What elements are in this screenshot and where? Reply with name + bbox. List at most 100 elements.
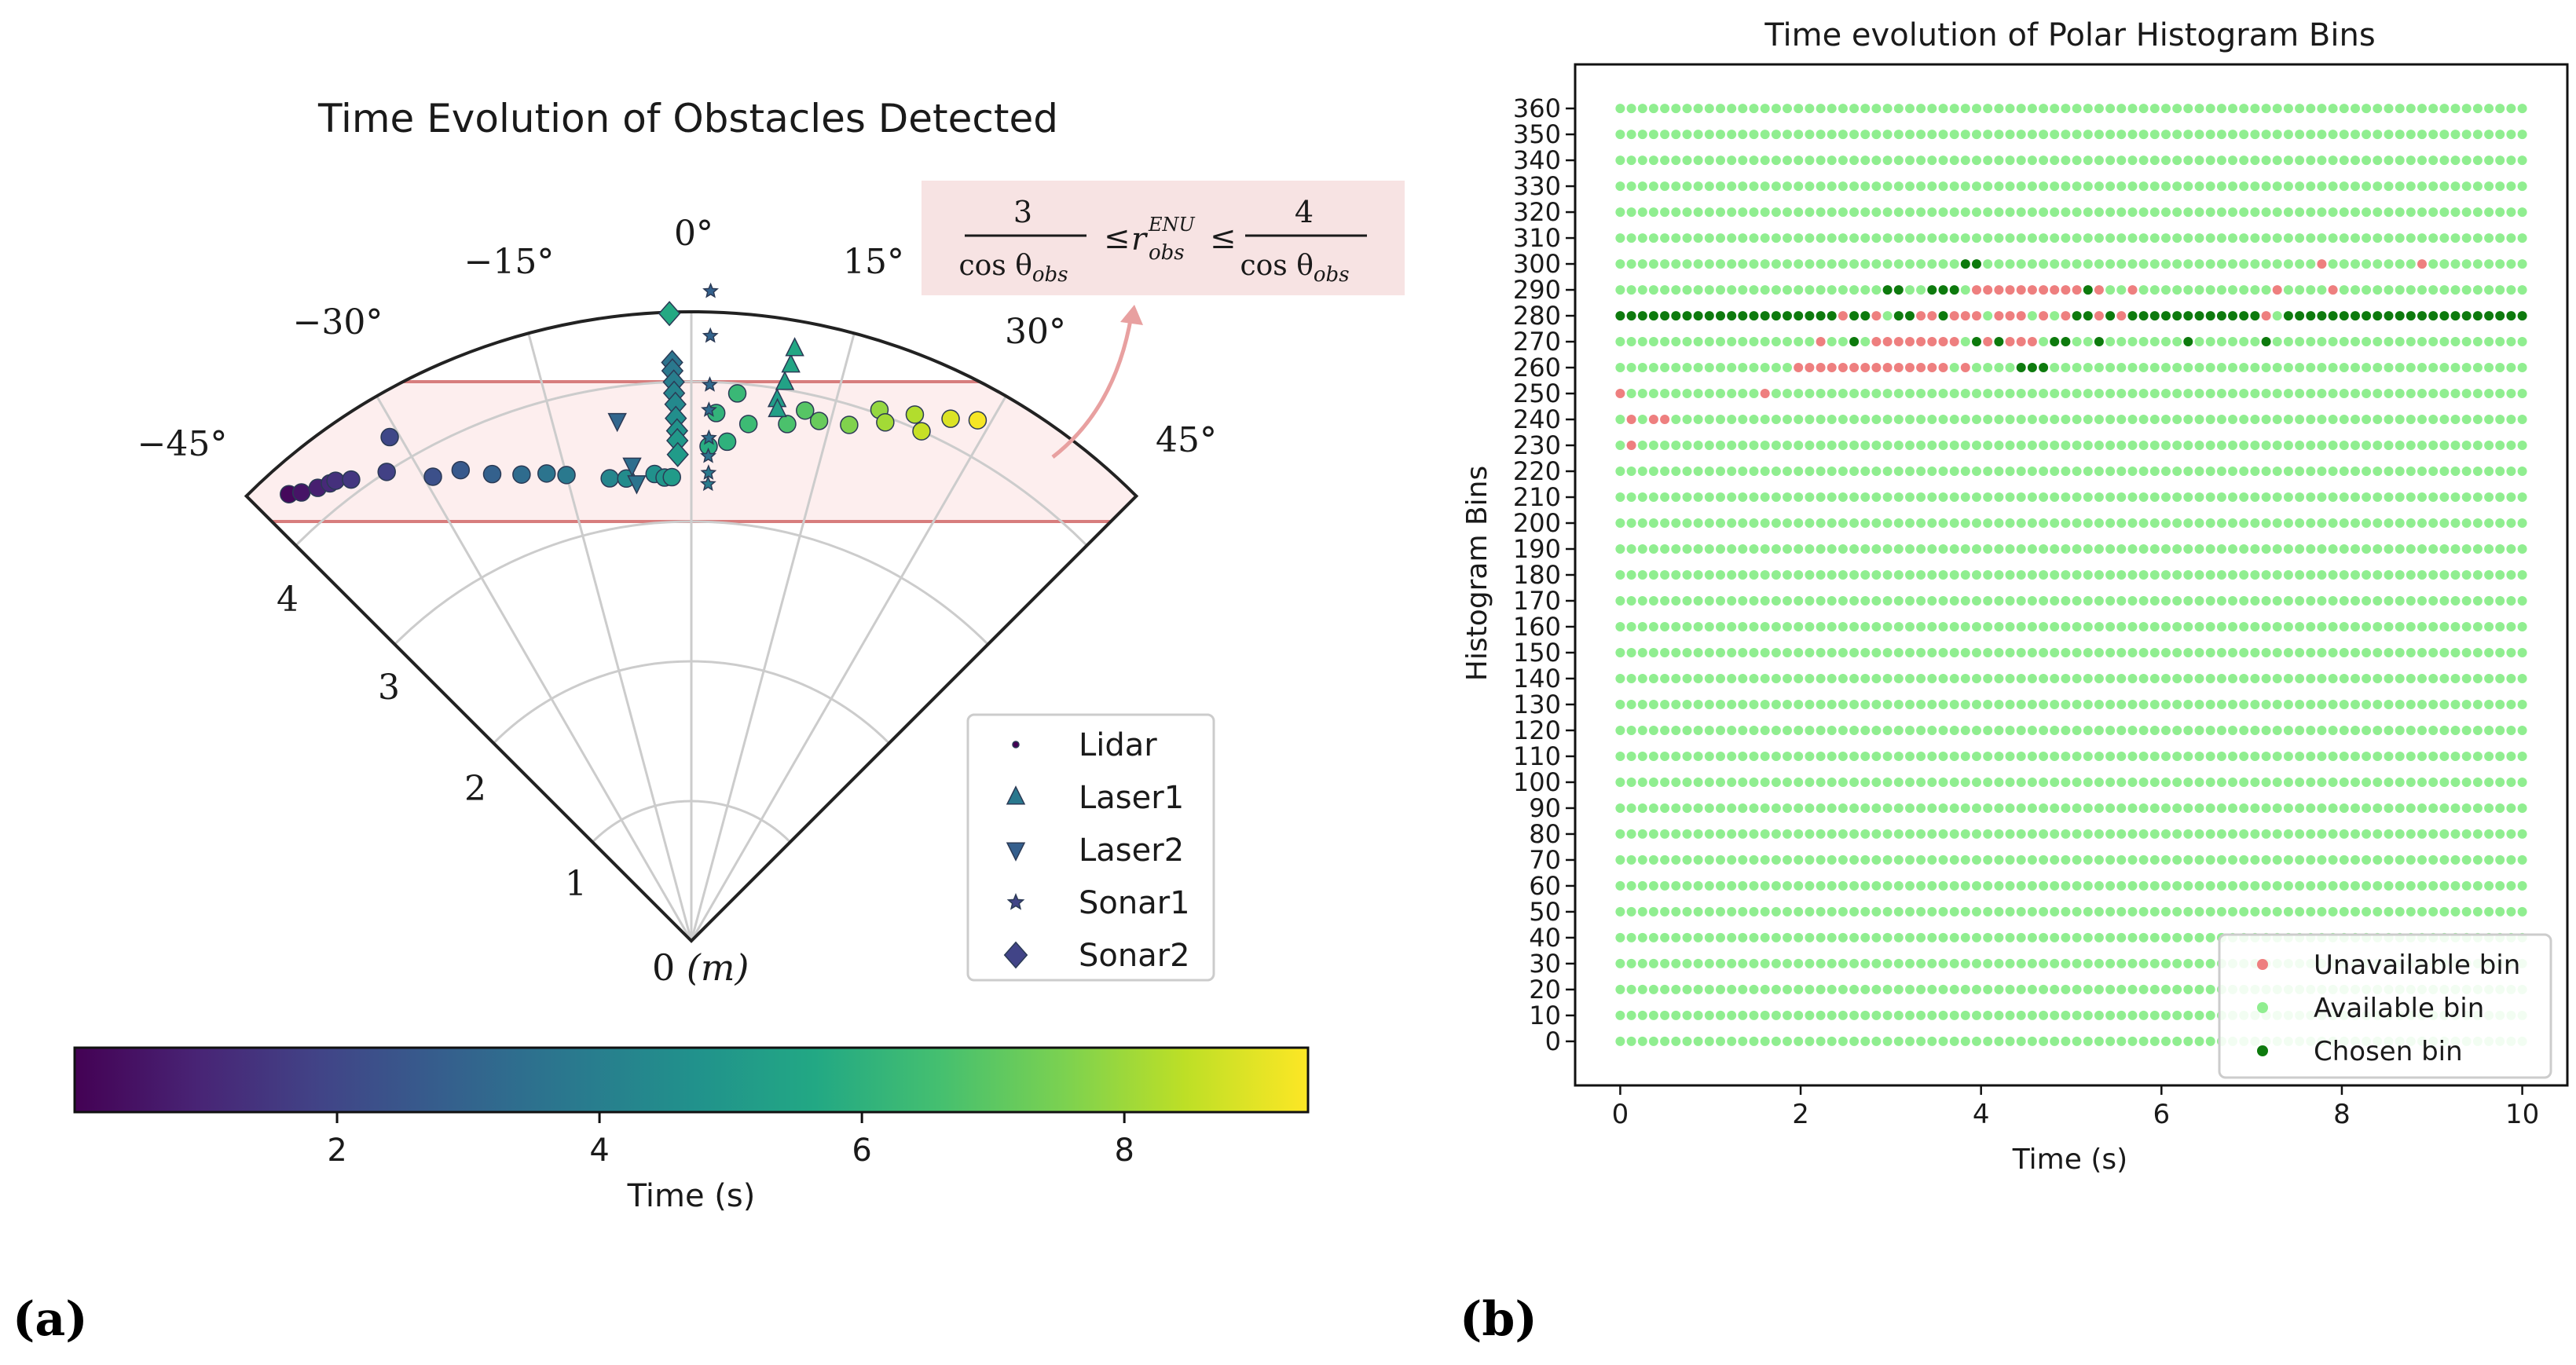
bin-point [2172, 181, 2182, 192]
bin-point [2072, 492, 2082, 502]
bin-point [2094, 518, 2104, 528]
bin-point [2250, 156, 2260, 166]
bin-point [1827, 415, 1837, 424]
bin-point [1994, 156, 2004, 166]
bin-point [1660, 207, 1670, 218]
bin-point [2384, 233, 2394, 243]
bin-point [2149, 337, 2160, 346]
bin-point [2138, 596, 2149, 606]
bin-point [2183, 674, 2193, 683]
bin-point [1960, 207, 1970, 218]
bin-point [2094, 544, 2104, 554]
bin-point [1882, 854, 1893, 865]
bin-point [1615, 700, 1625, 709]
bin-point [2183, 181, 2193, 192]
bin-point [1849, 207, 1860, 218]
bin-point [1860, 674, 1871, 683]
bin-point [2484, 311, 2494, 321]
bin-point [1738, 700, 1748, 709]
bin-point [2172, 622, 2182, 631]
bin-point [2050, 363, 2060, 372]
bin-point [1882, 544, 1893, 554]
bin-point [1838, 492, 1848, 502]
bin-point [2127, 104, 2138, 114]
bin-point [1994, 829, 2004, 839]
bin-point [1693, 363, 1703, 372]
bin-point [2016, 854, 2026, 865]
bin-point [2495, 726, 2505, 735]
bin-point [1949, 233, 1959, 243]
bin-point [2428, 622, 2439, 631]
point-laser2 [622, 457, 642, 478]
bin-point [2216, 622, 2226, 631]
bin-point [1849, 648, 1860, 657]
bin-point [2072, 518, 2082, 528]
bin-point [1983, 207, 1993, 218]
bin-point [2039, 130, 2049, 140]
bin-point [1660, 259, 1670, 269]
bin-point [1805, 570, 1815, 580]
bin-point [1949, 906, 1959, 917]
bin-point [2149, 130, 2160, 140]
bin-point [1648, 1010, 1658, 1020]
point-sonar1 [702, 282, 719, 298]
bin-point [2384, 311, 2394, 321]
bin-point [2116, 311, 2127, 321]
bin-point [2172, 932, 2182, 942]
bin-point [2384, 130, 2394, 140]
bin-point [2450, 311, 2461, 321]
bin-point [1626, 932, 1636, 942]
bin-point [2472, 389, 2483, 398]
bin-point [2339, 207, 2349, 218]
bin-point [2083, 363, 2093, 372]
bin-point [2328, 285, 2338, 295]
bin-point [2395, 337, 2405, 346]
bin-point [2351, 104, 2360, 114]
bin-point [2216, 415, 2226, 424]
bin-point [2005, 415, 2015, 424]
bin-point [2472, 829, 2483, 839]
bin-point [2428, 700, 2439, 709]
bin-point [1626, 285, 1636, 295]
bin-point [2194, 467, 2204, 476]
bin-point [1626, 441, 1636, 450]
bin-point [1893, 415, 1904, 424]
bin-point [2428, 648, 2439, 657]
bin-point [1615, 958, 1625, 968]
bin-point [2250, 674, 2260, 683]
bin-point [2072, 880, 2082, 891]
formula-r-subscript: obs [1149, 241, 1185, 265]
x-tick-label: 0 [1612, 1099, 1629, 1130]
bin-point [1860, 518, 1871, 528]
bin-point [2351, 337, 2360, 346]
point-sonar2 [666, 441, 689, 467]
bin-point [2339, 441, 2349, 450]
bin-point [1648, 311, 1658, 321]
bin-point [1994, 518, 2004, 528]
bin-point [2039, 259, 2049, 269]
bin-point [2439, 570, 2450, 580]
bin-point [1716, 104, 1725, 114]
bin-point [1949, 932, 1959, 942]
bin-point [1771, 259, 1781, 269]
bin-point [2005, 311, 2015, 321]
bin-point [2261, 803, 2271, 813]
bin-point [2016, 207, 2026, 218]
bin-point [2239, 829, 2249, 839]
bin-point [2506, 156, 2516, 166]
bin-point [2317, 492, 2327, 502]
bin-point [2183, 389, 2193, 398]
bin-point [1916, 700, 1926, 709]
bin-point [1716, 311, 1725, 321]
bin-point [2027, 958, 2037, 968]
bin-point [1972, 622, 1981, 631]
bin-point [1682, 622, 1692, 631]
bin-point [1849, 854, 1860, 865]
bin-point [1838, 389, 1848, 398]
bin-point [1827, 829, 1837, 839]
bin-point [1738, 596, 1748, 606]
bin-point [2205, 259, 2215, 269]
bin-point [2205, 492, 2215, 502]
y-tick-label: 220 [1513, 456, 1561, 486]
bin-point [2317, 726, 2327, 735]
